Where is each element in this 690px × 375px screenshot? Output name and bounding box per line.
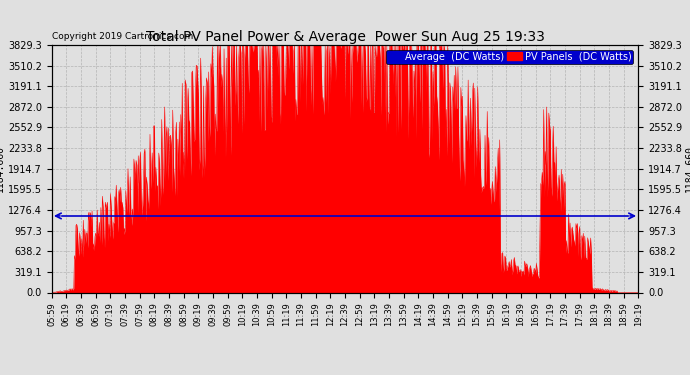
Y-axis label: 1184.660: 1184.660 xyxy=(685,145,690,192)
Y-axis label: 1184.660: 1184.660 xyxy=(0,145,5,192)
Title: Total PV Panel Power & Average  Power Sun Aug 25 19:33: Total PV Panel Power & Average Power Sun… xyxy=(146,30,544,44)
Legend: Average  (DC Watts), PV Panels  (DC Watts): Average (DC Watts), PV Panels (DC Watts) xyxy=(386,50,633,64)
Text: Copyright 2019 Cartronics.com: Copyright 2019 Cartronics.com xyxy=(52,32,193,41)
